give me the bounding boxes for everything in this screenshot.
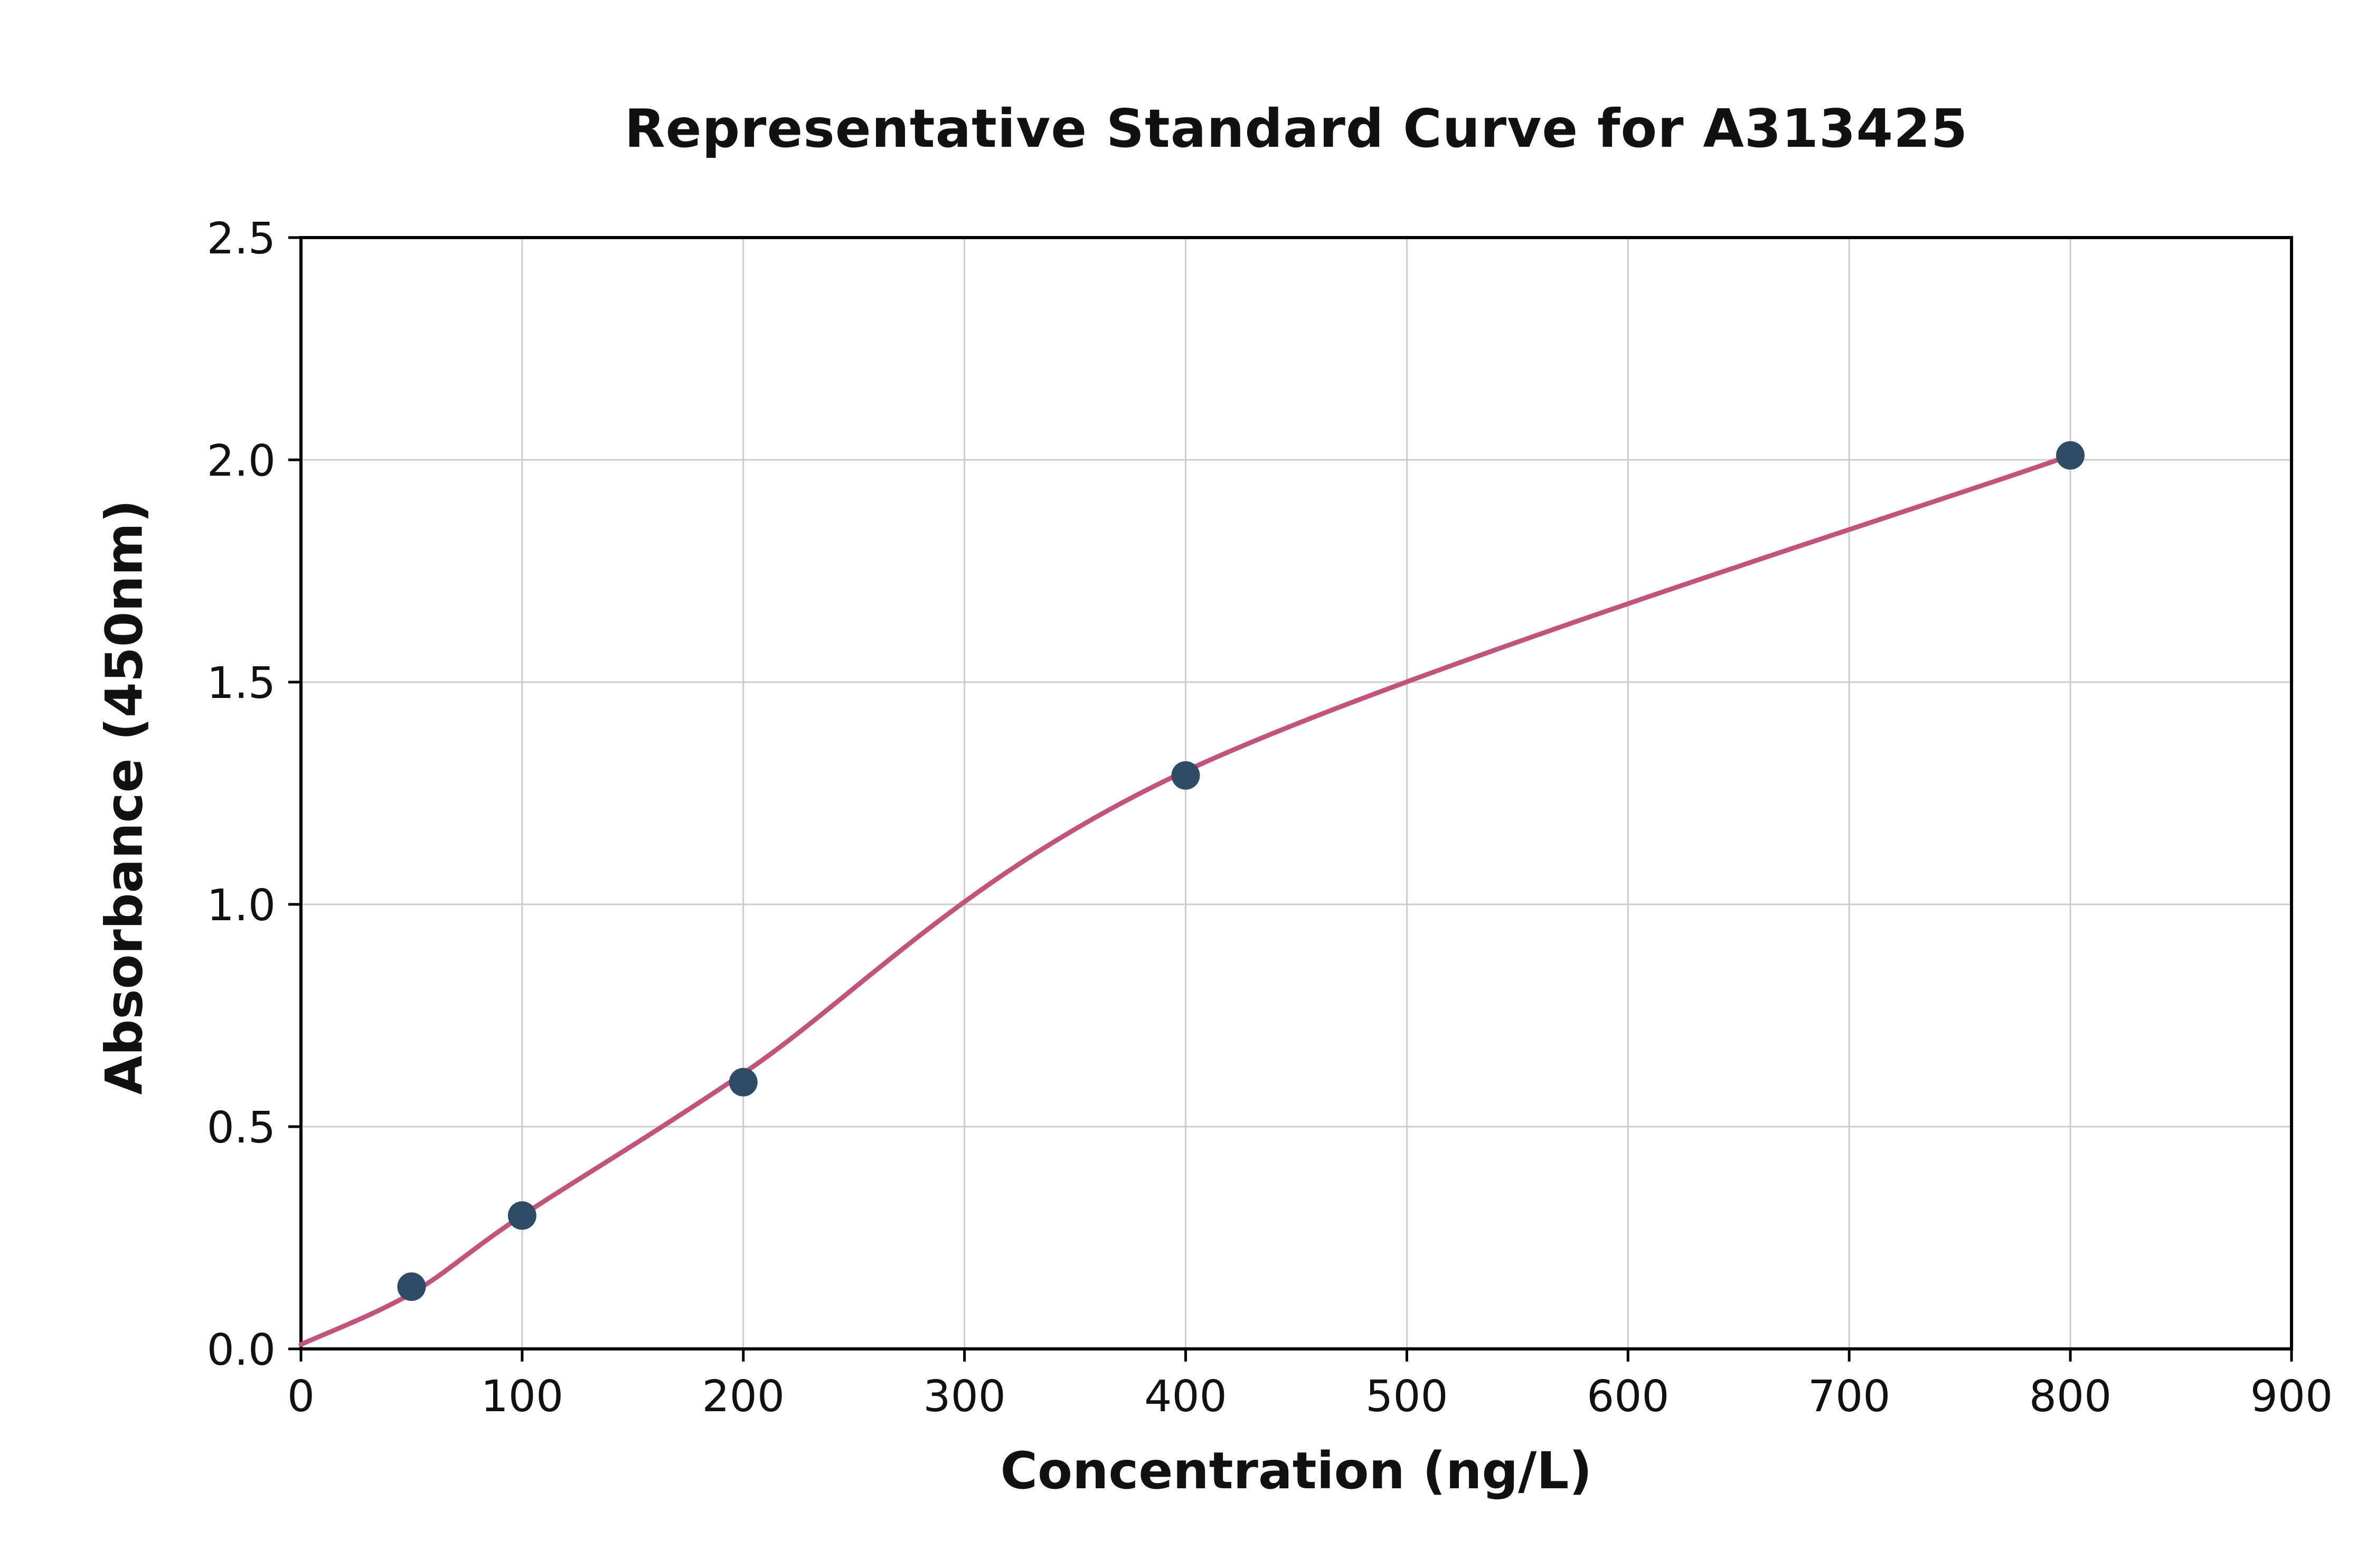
y-tick-label: 1.5 [207, 658, 276, 709]
x-tick-label: 200 [702, 1372, 785, 1422]
data-point [2056, 441, 2085, 470]
chart-title: Representative Standard Curve for A31342… [624, 98, 1968, 159]
x-tick-label: 400 [1144, 1372, 1227, 1422]
data-point [397, 1272, 426, 1301]
x-tick-label: 600 [1587, 1372, 1670, 1422]
x-tick-label: 100 [481, 1372, 564, 1422]
y-tick-label: 2.5 [207, 214, 276, 264]
fitted-curve-line [298, 453, 2073, 1347]
x-tick-label: 800 [2029, 1372, 2112, 1422]
y-tick-label: 1.0 [207, 881, 276, 931]
x-tick-label: 0 [287, 1372, 315, 1422]
x-tick-label: 300 [923, 1372, 1006, 1422]
x-tick-label: 500 [1365, 1372, 1448, 1422]
data-point [1171, 761, 1200, 790]
data-point [507, 1201, 536, 1230]
plot-border [299, 236, 2293, 1350]
y-tick-label: 2.0 [207, 436, 276, 486]
y-tick-label: 0.0 [207, 1325, 276, 1375]
x-tick-label: 700 [1808, 1372, 1891, 1422]
x-tick-label: 900 [2250, 1372, 2333, 1422]
data-point [729, 1068, 758, 1097]
y-tick-label: 0.5 [207, 1103, 276, 1153]
x-axis-label: Concentration (ng/L) [1000, 1441, 1592, 1500]
